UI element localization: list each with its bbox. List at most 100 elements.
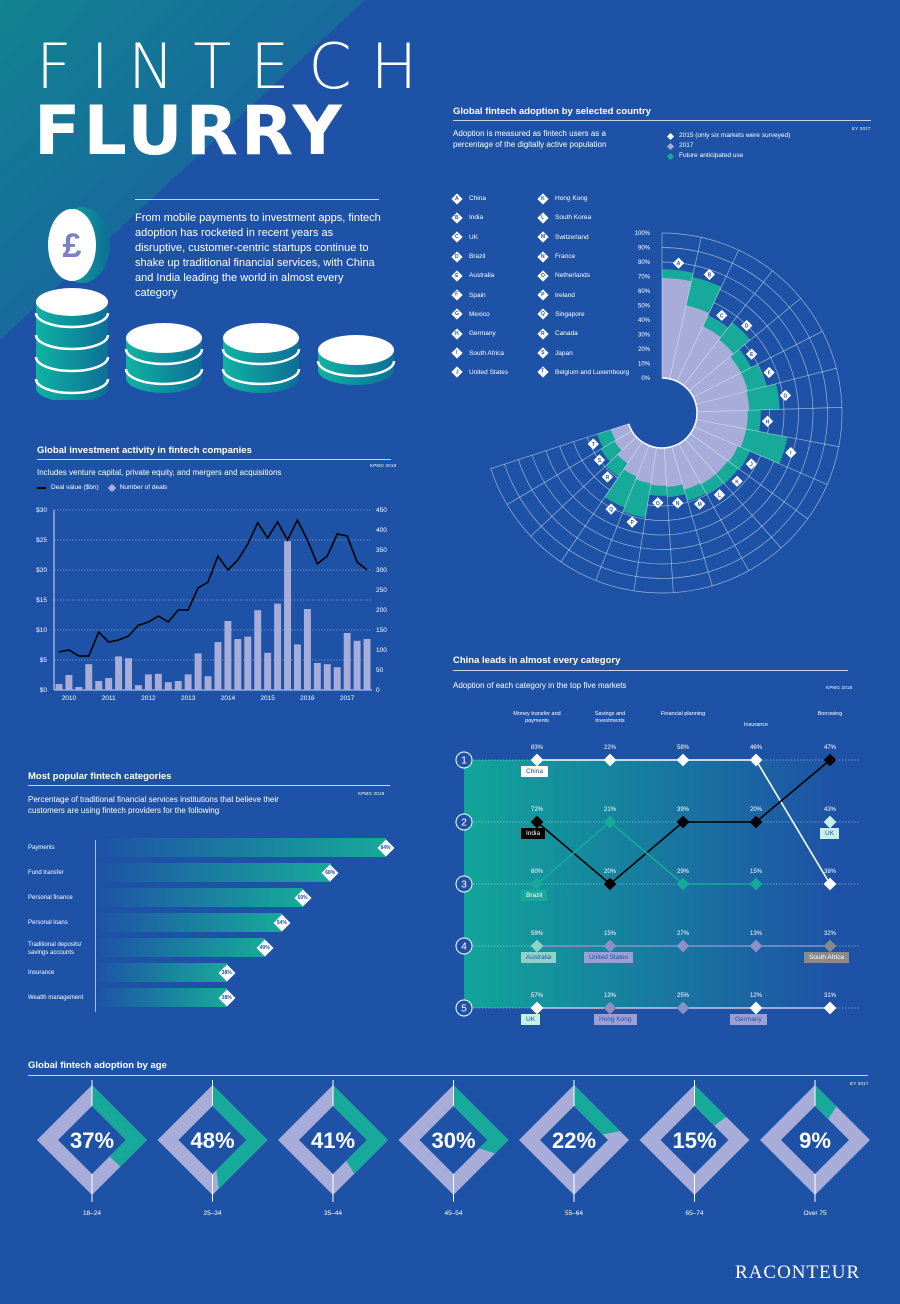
x-tick: 2010	[62, 695, 77, 702]
market-label: Brazil	[521, 890, 548, 901]
title-line-1: FINTECH	[36, 30, 437, 103]
deal-value-bar	[144, 674, 152, 690]
svg-text:K: K	[735, 479, 739, 485]
bar-2017	[671, 443, 701, 490]
china-column-header: Savings and investments	[594, 711, 626, 724]
deal-value-bar	[164, 682, 172, 690]
bar-2017	[678, 439, 716, 485]
x-tick: 2011	[102, 695, 116, 702]
country-marker: J	[745, 458, 758, 470]
grid-spoke	[695, 367, 837, 405]
age-label: 65–74	[685, 1210, 703, 1217]
deal-value-bar	[244, 636, 252, 690]
category-value: 84%	[377, 839, 394, 856]
legend-country: D Brazil	[451, 247, 543, 266]
legend-country: G Mexico	[451, 305, 543, 324]
china-chart-title: China leads in almost every category	[453, 655, 621, 666]
market-label: Hong Kong	[594, 1014, 637, 1025]
china-column-header: Money transfer and payments	[513, 711, 561, 724]
bar-2017	[614, 430, 637, 451]
legend-country: A China	[451, 189, 543, 208]
rank-marker: 5	[455, 999, 473, 1017]
market-line	[536, 820, 756, 885]
age-chart-title: Global fintech adoption by age	[28, 1060, 167, 1071]
left-tick: $5	[40, 657, 48, 664]
svg-text:3: 3	[461, 880, 467, 891]
grid-spoke	[683, 270, 773, 386]
country-name: Japan	[555, 349, 573, 357]
country-chart-rule	[453, 120, 871, 121]
country-name: United States	[469, 368, 509, 376]
bar-2017	[694, 419, 747, 448]
deal-value-bar	[294, 644, 301, 690]
country-name: Switzerland	[555, 233, 589, 241]
country-name: Australia	[469, 272, 495, 280]
country-name: Germany	[469, 330, 496, 338]
china-chart: 1 2 3 4 5 83% 22% 58% 46% 47% 72% 21% 39% 20% 43% 60% 20…	[455, 745, 860, 1017]
legend-country: B India	[451, 208, 543, 227]
value-label: 38%	[824, 869, 837, 875]
svg-text:S: S	[598, 458, 602, 464]
left-tick: $25	[36, 537, 47, 544]
footer-brand: RACONTEUR	[735, 1262, 861, 1283]
radial-tick: 100%	[635, 231, 651, 237]
category-bar	[96, 938, 266, 957]
x-tick: 2015	[260, 695, 275, 702]
age-value: 41%	[311, 1128, 355, 1153]
age-label: Over 75	[803, 1210, 827, 1217]
legend-country: R Canada	[537, 324, 649, 343]
country-marker: D	[741, 319, 753, 332]
rank-marker: 1	[455, 751, 473, 769]
value-label: 29%	[677, 869, 690, 875]
right-tick: 50	[376, 667, 384, 674]
investment-chart-legend: Deal value ($bn) Number of deals	[37, 483, 167, 492]
value-label: 21%	[604, 807, 617, 813]
deal-value-bar	[184, 674, 192, 690]
age-label: 18–24	[83, 1210, 101, 1217]
country-marker: G	[779, 389, 792, 402]
deal-value-bar	[125, 658, 132, 690]
svg-text:C: C	[720, 313, 724, 319]
categories-chart-title: Most popular fintech categories	[28, 771, 172, 782]
country-chart-title: Global fintech adoption by selected coun…	[453, 106, 651, 117]
svg-text:Q: Q	[609, 507, 613, 513]
grid-spoke	[663, 447, 674, 593]
bar-2017	[623, 441, 650, 477]
age-label: 25–34	[203, 1210, 221, 1217]
rank-marker: 3	[455, 875, 473, 893]
grid-spoke	[669, 237, 702, 379]
value-label: 20%	[750, 807, 763, 813]
category-value: 60%	[294, 889, 312, 906]
china-chart-source: KPMG 2018	[826, 685, 853, 690]
categories-chart-rule	[28, 785, 390, 786]
category-bar	[96, 838, 386, 857]
value-label: 25%	[677, 993, 690, 999]
market-label: UK	[820, 828, 840, 839]
legend-country: M Switzerland	[537, 228, 649, 247]
radial-tick: 10%	[638, 362, 651, 368]
value-label: 15%	[750, 869, 763, 875]
right-tick: 250	[376, 587, 387, 594]
deal-value-bar	[303, 609, 311, 690]
svg-text:2: 2	[461, 818, 467, 829]
svg-text:A: A	[677, 261, 681, 267]
category-label: Wealth management	[28, 995, 84, 1001]
left-tick: $20	[36, 567, 47, 574]
age-value: 48%	[190, 1128, 234, 1153]
age-gauge: 9% Over 75	[760, 1080, 870, 1217]
x-tick: 2017	[340, 695, 355, 702]
deal-value-bar	[154, 673, 162, 690]
grid-spoke	[560, 441, 643, 563]
country-marker: N	[672, 497, 684, 509]
category-label: Personal loans	[28, 920, 68, 926]
legend-2017: 2017	[666, 141, 790, 151]
right-tick: 450	[376, 507, 387, 514]
svg-text:T: T	[592, 442, 595, 448]
bar-2017	[693, 372, 748, 405]
radial-tick: 70%	[638, 275, 651, 281]
value-label: 47%	[824, 745, 837, 751]
country-marker: P	[626, 516, 638, 528]
svg-text:D: D	[745, 324, 749, 330]
china-column-header: Financial planning	[660, 711, 706, 717]
market-label: South Africa	[804, 952, 850, 963]
